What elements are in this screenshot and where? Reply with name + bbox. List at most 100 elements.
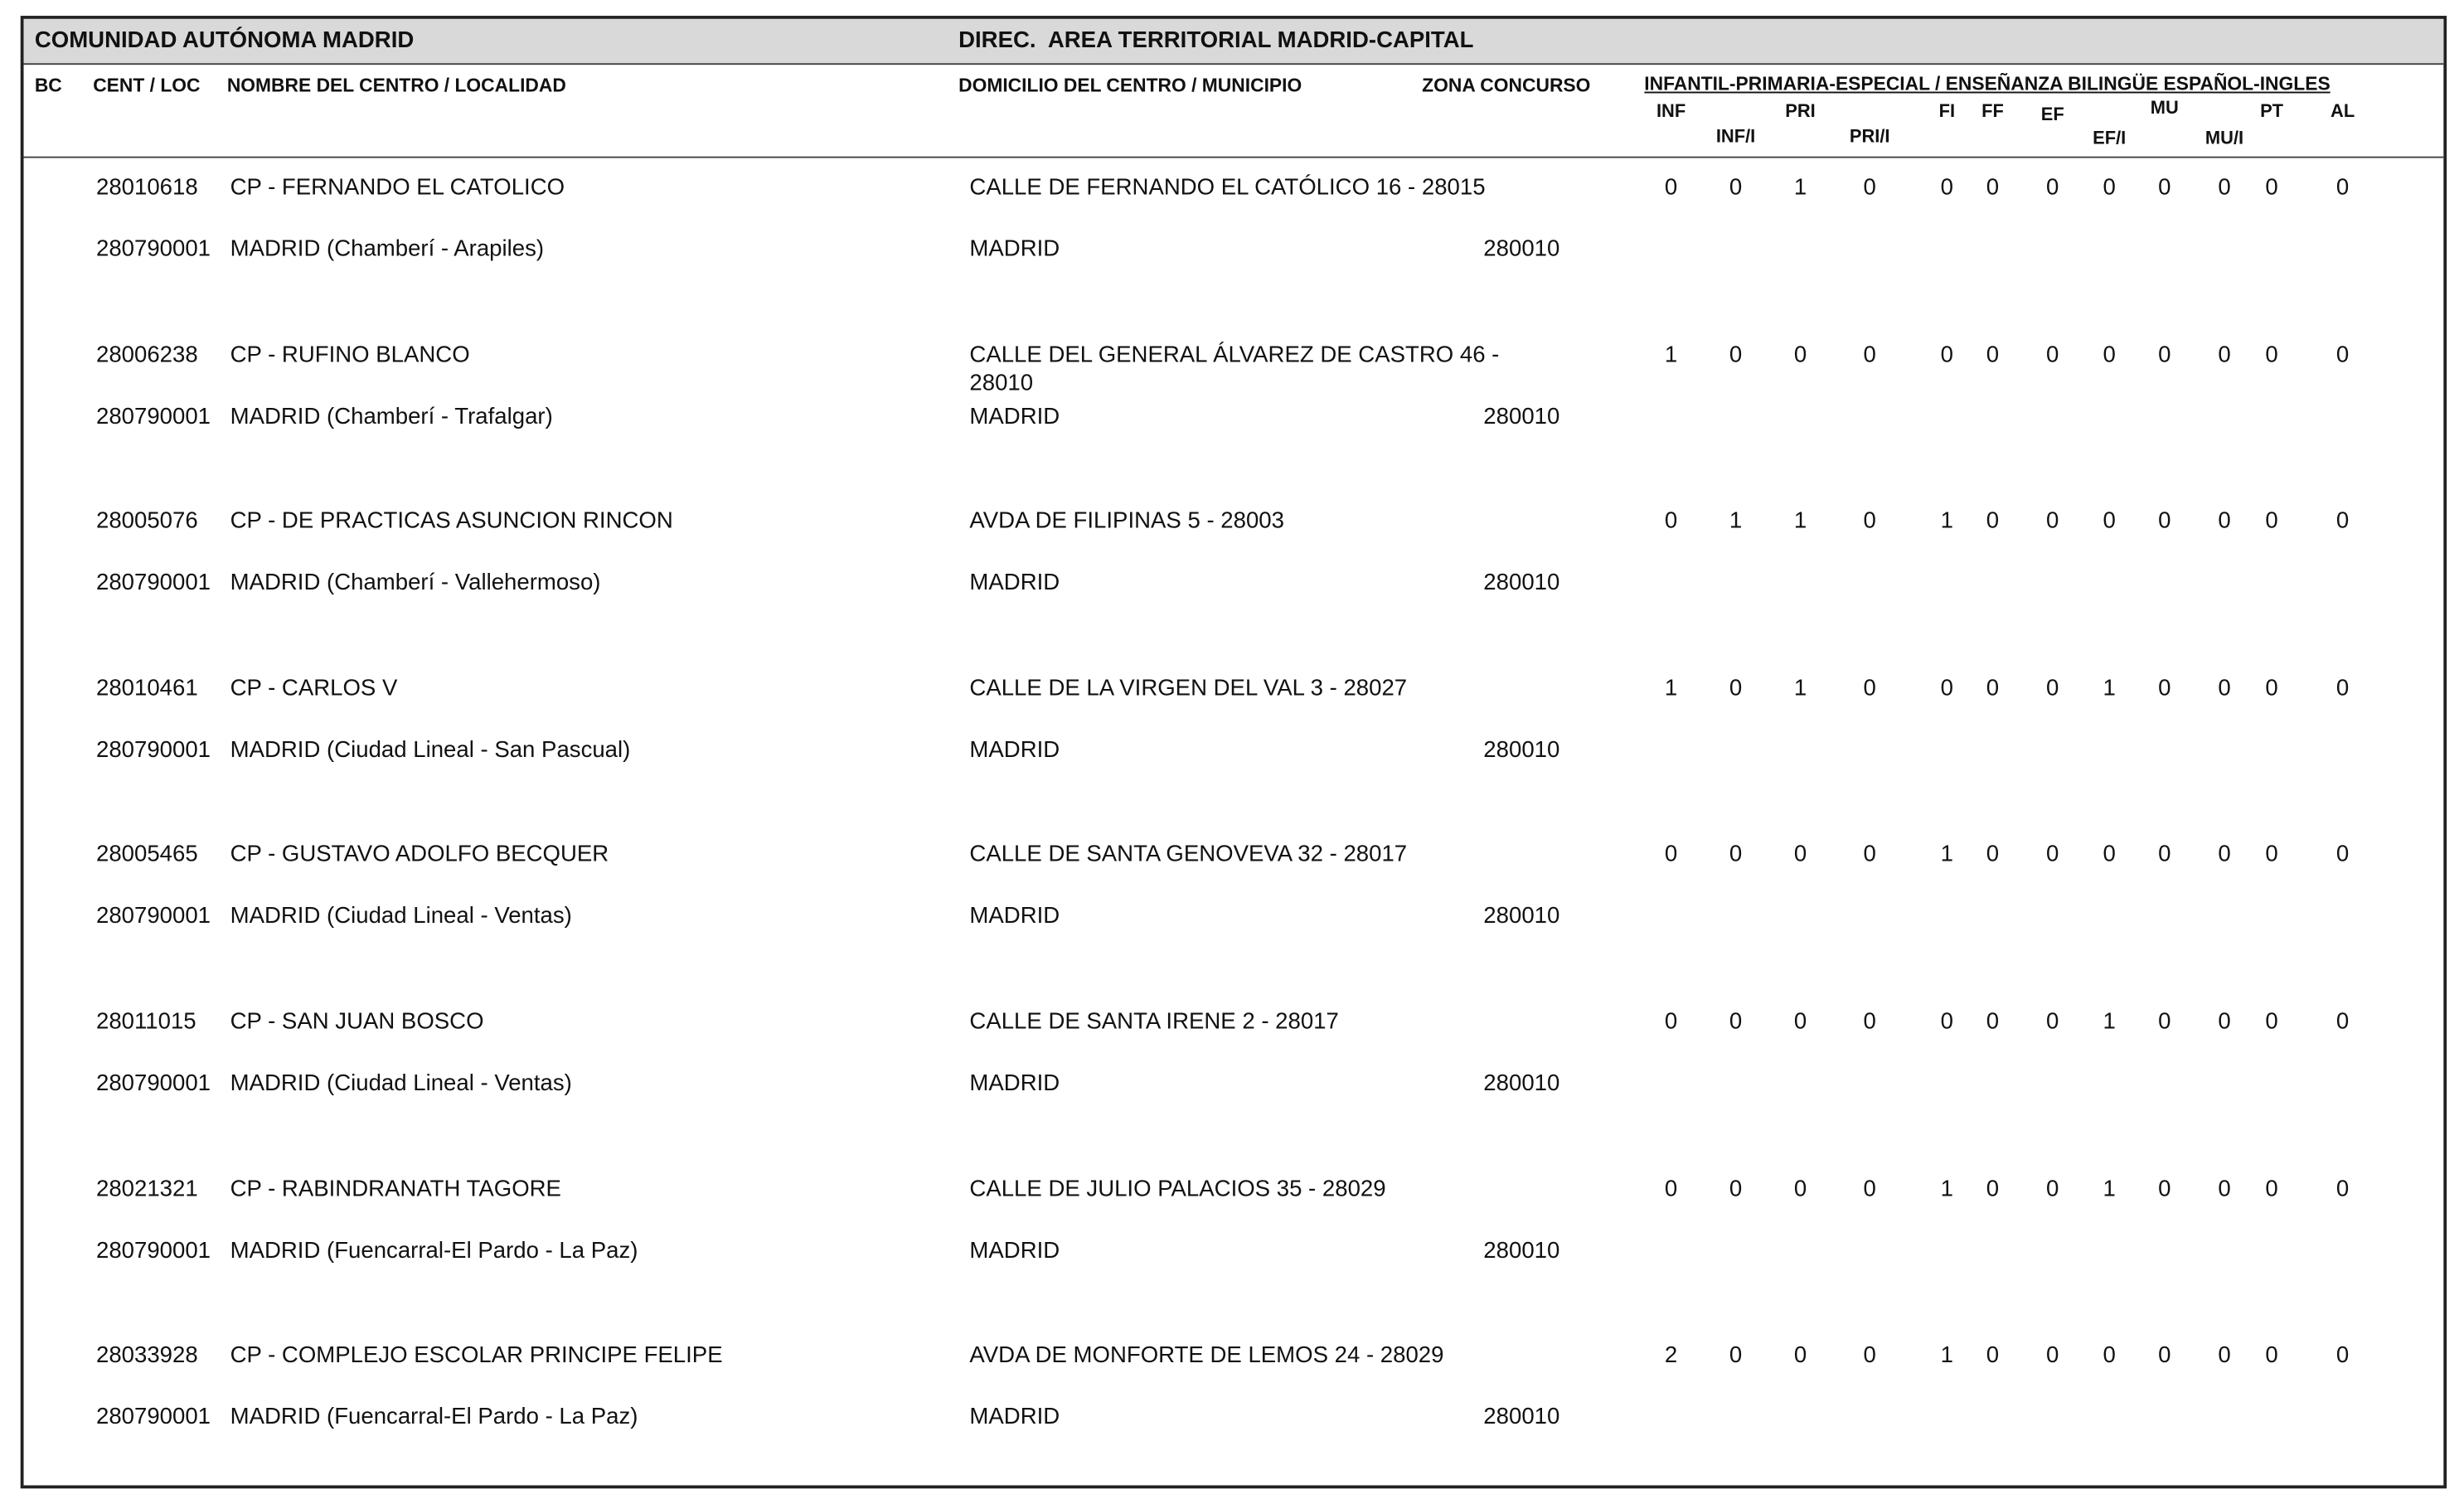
centre-name: CP - RABINDRANATH TAGORE — [230, 1177, 561, 1202]
vacancy-count: 2 — [1664, 1343, 1678, 1369]
specialty-header: AL — [2331, 102, 2355, 122]
vacancy-count: 0 — [1863, 342, 1876, 368]
vacancy-count: 0 — [1986, 342, 2000, 368]
vacancy-count: 1 — [2103, 676, 2116, 701]
locality: MADRID (Fuencarral-El Pardo - La Paz) — [230, 1405, 638, 1431]
specialty-header: PRI — [1785, 102, 1816, 122]
locality: MADRID (Ciudad Lineal - Ventas) — [230, 1071, 572, 1097]
vacancy-count: 0 — [1986, 676, 2000, 701]
vacancy-count: 1 — [1940, 1343, 1954, 1369]
vacancy-count: 1 — [1729, 509, 1743, 535]
centre-name: CP - CARLOS V — [230, 676, 398, 701]
vacancy-count: 0 — [2335, 175, 2350, 201]
vacancy-count: 0 — [1664, 1009, 1678, 1036]
vacancy-count: 0 — [1729, 842, 1743, 869]
vacancy-count: 0 — [2103, 509, 2116, 535]
vacancy-count: 0 — [2218, 1009, 2231, 1036]
municipality: MADRID — [969, 737, 1060, 764]
municipality: MADRID — [969, 904, 1060, 930]
vacancy-count: 0 — [2103, 1343, 2116, 1369]
municipality: MADRID — [969, 1238, 1060, 1264]
centre-name: CP - COMPLEJO ESCOLAR PRINCIPE FELIPE — [230, 1343, 723, 1369]
vacancy-count: 0 — [2046, 1009, 2059, 1036]
vacancy-count: 0 — [2103, 342, 2116, 368]
vacancy-count: 0 — [2335, 509, 2350, 535]
vacancy-count: 1 — [2103, 1009, 2116, 1036]
vacancy-count: 0 — [1729, 1009, 1743, 1036]
vacancy-count: 0 — [2218, 676, 2231, 701]
locality-code: 280790001 — [95, 236, 211, 263]
vacancy-count: 0 — [1940, 342, 1954, 368]
vacancy-count: 0 — [1940, 1009, 1954, 1036]
vacancy-count: 1 — [1793, 175, 1807, 201]
vacancy-count: 0 — [1729, 1177, 1743, 1202]
specialty-header: EF — [2040, 105, 2064, 125]
vacancy-count: 0 — [2335, 676, 2350, 701]
zone: 280010 — [1483, 904, 1560, 930]
specialty-header: FF — [1981, 102, 2004, 122]
vacancy-count: 0 — [1664, 175, 1678, 201]
locality: MADRID (Fuencarral-El Pardo - La Paz) — [230, 1238, 638, 1264]
centre-code: 28011015 — [95, 1009, 196, 1036]
centre-address: AVDA DE FILIPINAS 5 - 28003 — [969, 509, 1284, 535]
vacancy-count: 0 — [1863, 676, 1876, 701]
specialty-header: INF/I — [1715, 128, 1756, 148]
vacancy-count: 0 — [2265, 175, 2278, 201]
vacancy-count: 0 — [2046, 175, 2059, 201]
vacancy-count: 1 — [2103, 1177, 2116, 1202]
municipality: MADRID — [969, 236, 1060, 263]
centre-address: CALLE DE LA VIRGEN DEL VAL 3 - 28027 — [969, 676, 1408, 701]
specialty-header: MU/I — [2205, 129, 2244, 149]
vacancy-count: 0 — [1986, 842, 2000, 869]
vacancy-count: 0 — [1729, 342, 1743, 368]
col-address: DOMICILIO DEL CENTRO / MUNICIPIO — [958, 74, 1302, 97]
centre-name: CP - FERNANDO EL CATOLICO — [230, 175, 565, 201]
centre-name: CP - DE PRACTICAS ASUNCION RINCON — [230, 509, 673, 535]
locality: MADRID (Chamberí - Trafalgar) — [230, 404, 553, 429]
vacancy-count: 0 — [2046, 342, 2059, 368]
vacancy-count: 0 — [2158, 1009, 2171, 1036]
vacancy-count: 0 — [2046, 1177, 2059, 1202]
vacancy-count: 0 — [1940, 175, 1954, 201]
municipality: MADRID — [969, 404, 1060, 429]
vacancy-count: 0 — [2335, 1343, 2350, 1369]
centre-address: CALLE DE JULIO PALACIOS 35 - 28029 — [969, 1177, 1386, 1202]
specialty-header: EF/I — [2093, 129, 2127, 149]
vacancy-count: 0 — [1793, 342, 1807, 368]
vacancy-count: 0 — [1863, 509, 1876, 535]
vacancy-count: 0 — [1729, 175, 1743, 201]
zone: 280010 — [1483, 1071, 1560, 1097]
locality-code: 280790001 — [95, 404, 211, 429]
specialty-header: INF — [1656, 102, 1686, 122]
vacancy-count: 0 — [2218, 509, 2231, 535]
vacancy-count: 0 — [1863, 175, 1876, 201]
centre-address: CALLE DE SANTA GENOVEVA 32 - 28017 — [969, 842, 1408, 869]
vacancy-count: 0 — [2265, 1343, 2278, 1369]
centre-name: CP - SAN JUAN BOSCO — [230, 1009, 484, 1036]
centre-address: CALLE DEL GENERAL ÁLVAREZ DE CASTRO 46 -… — [969, 342, 1500, 396]
centre-code: 28005076 — [95, 509, 198, 535]
region: COMUNIDAD AUTÓNOMA MADRID — [34, 28, 415, 54]
vacancy-count: 0 — [2158, 842, 2171, 869]
vacancy-count: 0 — [1940, 676, 1954, 701]
centre-code: 28021321 — [95, 1177, 198, 1202]
zone: 280010 — [1483, 404, 1560, 429]
vacancy-count: 0 — [1986, 1177, 2000, 1202]
zone: 280010 — [1483, 737, 1560, 764]
zone: 280010 — [1483, 570, 1560, 596]
locality-code: 280790001 — [95, 1405, 211, 1431]
vacancy-count: 0 — [2046, 676, 2059, 701]
group-clip: INFANTIL-PRIMARIA-ESPECIAL / ENSEÑANZA B… — [1644, 70, 2389, 98]
vacancy-count: 0 — [2265, 676, 2278, 701]
vacancy-count: 0 — [2218, 1177, 2231, 1202]
vacancy-count: 0 — [1793, 1343, 1807, 1369]
vacancy-count: 0 — [2265, 1009, 2278, 1036]
vacancy-count: 1 — [1664, 342, 1678, 368]
direction: DIREC. AREA TERRITORIAL MADRID-CAPITAL — [958, 28, 1474, 54]
specialty-header: FI — [1938, 102, 1956, 122]
vacancy-count: 0 — [1986, 175, 2000, 201]
vacancy-count: 0 — [2158, 175, 2171, 201]
vacancy-count: 1 — [1940, 509, 1954, 535]
